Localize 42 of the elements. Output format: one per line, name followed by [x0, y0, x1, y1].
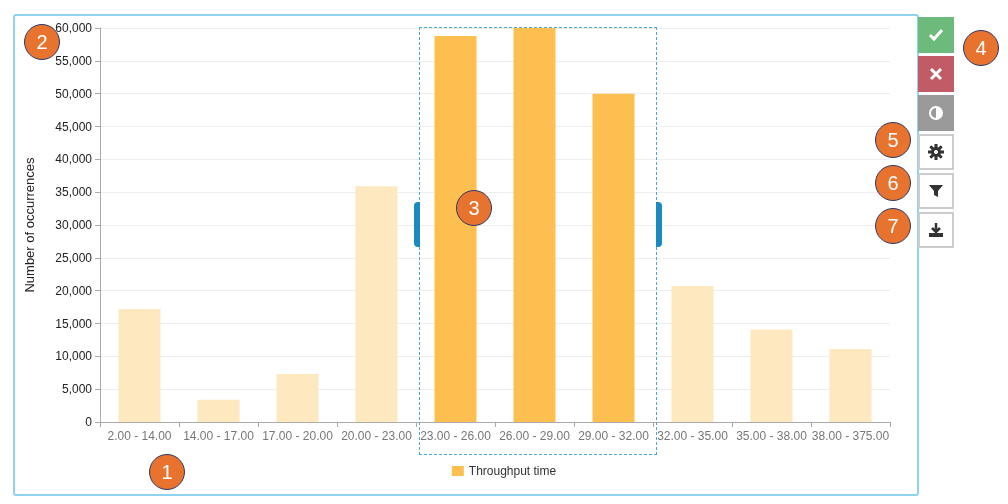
x-tick-label: 2.00 - 14.00	[107, 429, 172, 443]
bar	[197, 399, 240, 422]
bar	[118, 309, 161, 422]
y-tick-label: 35,000	[55, 185, 93, 200]
x-tick-label: 32.00 - 35.00	[657, 429, 729, 443]
annotation: 5	[875, 122, 911, 158]
y-tick-label: 45,000	[55, 119, 93, 134]
x-tick-label: 38.00 - 375.00	[811, 429, 890, 443]
annotation: 7	[875, 208, 911, 244]
bar	[355, 186, 398, 422]
x-tick-label: 29.00 - 32.00	[578, 429, 650, 443]
bar	[829, 349, 872, 422]
bar	[750, 329, 793, 422]
text: 4	[963, 30, 999, 66]
x-tick-label: 23.00 - 26.00	[420, 429, 492, 443]
x-tick-label: 35.00 - 38.00	[736, 429, 808, 443]
y-tick-label: 30,000	[55, 218, 93, 232]
y-tick-label: 10,000	[55, 349, 93, 364]
bar	[671, 286, 714, 422]
x-tick-label: 26.00 - 29.00	[499, 429, 571, 443]
x-tick-label: 17.00 - 20.00	[262, 429, 334, 443]
text: 2	[36, 30, 48, 53]
bar	[592, 93, 635, 422]
bar	[434, 35, 477, 422]
y-tick-label: 5,000	[61, 382, 93, 397]
y-tick-label: 20,000	[55, 283, 93, 298]
legend-label: Throughput time	[468, 464, 557, 478]
bar	[513, 28, 556, 422]
y-tick-label: 0	[85, 415, 93, 429]
y-axis-title: Number of occurrences	[22, 156, 37, 293]
bar	[276, 374, 319, 422]
annotation: 6	[875, 165, 911, 201]
y-tick-label: 25,000	[55, 250, 93, 265]
x-tick-label: 14.00 - 17.00	[183, 429, 255, 443]
y-tick-label: 15,000	[55, 316, 93, 331]
x-tick-label: 20.00 - 23.00	[341, 429, 413, 443]
y-tick-label: 55,000	[55, 53, 93, 68]
annotation: 3	[456, 190, 492, 226]
text: 1	[149, 454, 185, 490]
y-tick-label: 40,000	[55, 152, 93, 167]
y-tick-label: 50,000	[55, 86, 93, 101]
y-tick-label: 60,000	[55, 21, 93, 35]
